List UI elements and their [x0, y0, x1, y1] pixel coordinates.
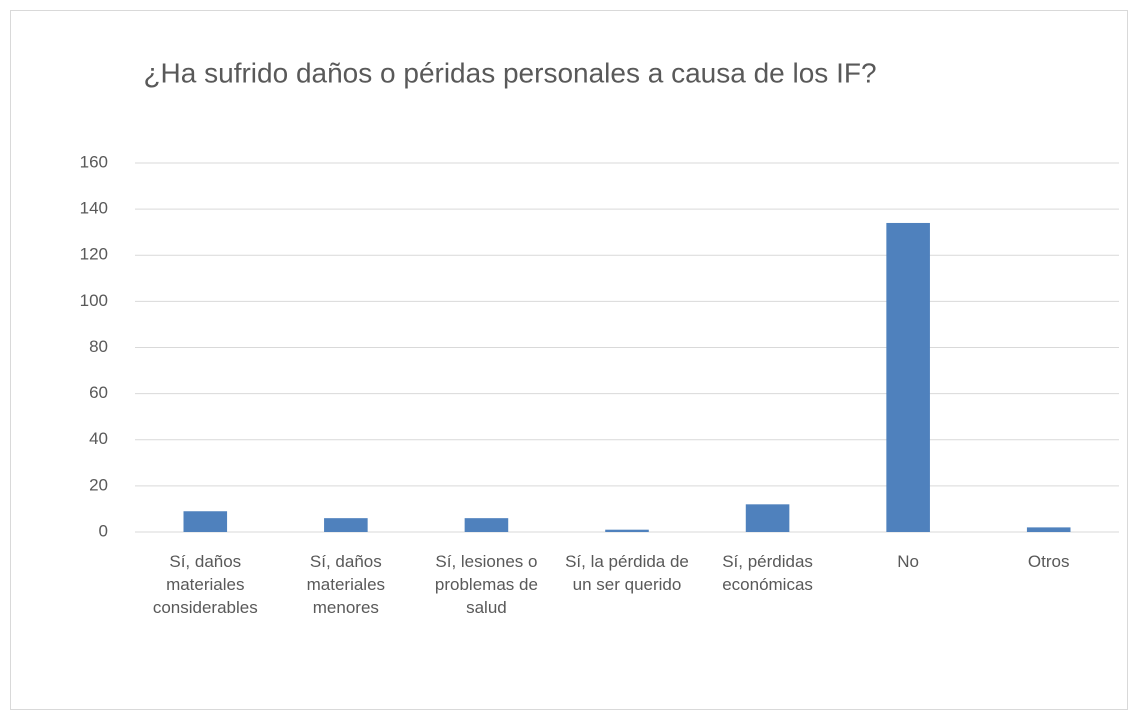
x-tick-label: Sí, la pérdida de un ser querido [565, 552, 689, 594]
bar [183, 511, 228, 532]
x-tick-label: Sí, pérdidas económicas [722, 552, 813, 594]
x-tick-label: Sí, daños materiales menores [306, 552, 386, 617]
y-tick-label: 0 [99, 521, 108, 540]
bar [745, 504, 790, 532]
chart-border [10, 10, 1128, 710]
bar [1026, 527, 1071, 532]
x-tick-label: No [897, 552, 919, 571]
y-tick-label: 20 [89, 475, 108, 494]
x-tick-label-box: Sí, lesiones o problemas de salud [434, 552, 538, 617]
x-tick-label-box: Sí, la pérdida de un ser querido [565, 552, 689, 594]
y-tick-label: 60 [89, 383, 108, 402]
x-tick-label-box: No [897, 552, 919, 571]
y-tick-label: 160 [80, 152, 108, 171]
x-tick-label: Sí, daños materiales considerables [152, 552, 258, 617]
bar [464, 518, 509, 532]
bar [886, 222, 930, 532]
y-tick-label: 120 [80, 245, 108, 264]
x-tick-label: Otros [1027, 552, 1070, 571]
chart-title: ¿Ha sufrido daños o péridas personales a… [143, 57, 876, 88]
y-tick-label: 100 [80, 291, 108, 310]
y-tick-label: 80 [89, 337, 108, 356]
y-tick-label: 140 [80, 199, 108, 218]
y-tick-label: 40 [89, 429, 108, 448]
x-tick-label: Sí, lesiones o problemas de salud [434, 552, 538, 617]
bar [324, 518, 368, 532]
x-tick-label-box: Sí, pérdidas económicas [722, 552, 813, 594]
x-tick-label-box: Otros [1027, 552, 1070, 571]
x-tick-label-box: Sí, daños materiales considerables [152, 552, 258, 617]
x-tick-label-box: Sí, daños materiales menores [306, 552, 386, 617]
bar [605, 529, 649, 532]
